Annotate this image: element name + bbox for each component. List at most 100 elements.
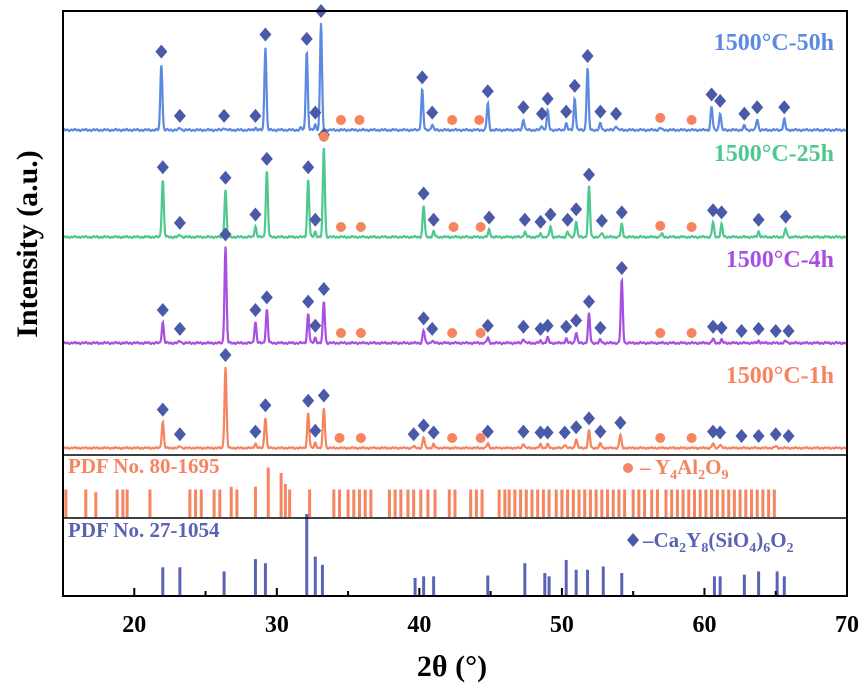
circle-marker — [447, 328, 458, 338]
diamond-marker — [309, 318, 322, 333]
circle-marker — [686, 433, 697, 443]
diamond-marker — [581, 48, 594, 63]
diamond-marker — [155, 44, 168, 59]
circle-marker — [475, 328, 486, 338]
x-tick-label: 60 — [692, 612, 716, 638]
series-label-4: 1500°C-1h — [726, 363, 834, 389]
series-line-4 — [62, 367, 848, 451]
diamond-marker — [561, 212, 574, 227]
series-label-3: 1500°C-4h — [726, 247, 834, 273]
diamond-marker — [535, 106, 548, 121]
diamond-marker — [481, 84, 494, 99]
series-layer — [62, 23, 848, 451]
circle-marker — [334, 433, 345, 443]
diamond-marker — [302, 393, 315, 408]
diamond-marker — [219, 348, 232, 363]
diamond-marker — [582, 411, 595, 426]
diamond-marker — [735, 429, 748, 443]
circle-marker — [655, 433, 666, 443]
diamond-marker — [416, 70, 429, 85]
diamond-marker — [594, 104, 607, 119]
diamond-marker — [534, 214, 547, 229]
diamond-marker — [417, 186, 430, 201]
diamond-marker — [309, 105, 322, 120]
diamond-marker — [615, 205, 628, 220]
series-line-3 — [62, 246, 848, 346]
diamond-marker — [534, 425, 547, 440]
series-line-2 — [62, 147, 848, 240]
y-axis-label: Intensity (a.u.) — [11, 150, 44, 338]
diamond-marker — [173, 427, 186, 442]
circle-marker — [474, 115, 485, 125]
markers-layer — [155, 3, 795, 443]
diamond-marker — [407, 427, 420, 442]
diamond-marker — [782, 429, 795, 443]
diamond-marker — [218, 108, 231, 123]
legend-y4al2o9: – Y4Al2O9 — [639, 455, 728, 483]
diamond-marker — [541, 91, 554, 106]
diamond-marker — [582, 294, 595, 309]
circle-marker — [318, 131, 329, 142]
diamond-marker — [707, 424, 720, 439]
diamond-marker — [427, 425, 440, 440]
circle-marker — [355, 433, 366, 443]
labels-layer: 1500°C-50h 1500°C-25h 1500°C-4h 1500°C-1h PD… — [68, 30, 834, 556]
diamond-marker — [302, 294, 315, 309]
diamond-marker — [752, 212, 765, 227]
diamond-marker — [260, 151, 273, 166]
diamond-marker — [751, 100, 764, 115]
diamond-marker — [752, 429, 765, 443]
x-axis-label: 2θ (°) — [417, 650, 487, 683]
legend-diamond-icon — [627, 533, 639, 547]
diamond-marker — [560, 104, 573, 119]
diamond-marker — [219, 227, 232, 242]
diamond-marker — [517, 424, 530, 439]
diamond-marker — [570, 420, 583, 435]
diamond-marker — [417, 311, 430, 326]
diamond-marker — [582, 167, 595, 182]
x-tick-label: 70 — [835, 612, 859, 638]
diamond-marker — [249, 207, 262, 222]
diamond-marker — [156, 303, 169, 317]
circle-marker — [335, 328, 346, 338]
diamond-marker — [517, 100, 530, 115]
diamond-marker — [302, 160, 315, 175]
diamond-marker — [558, 425, 571, 440]
diamond-marker — [782, 323, 795, 338]
diamond-marker — [427, 212, 440, 227]
diamond-marker — [426, 321, 439, 336]
x-tick-label: 20 — [122, 612, 146, 638]
diamond-marker — [769, 324, 782, 338]
legend-ca2y8: –Ca2Y8(SiO4)6O2 — [642, 528, 794, 556]
circle-marker — [355, 328, 366, 338]
diamond-marker — [614, 415, 627, 430]
diamond-marker — [541, 425, 554, 440]
axes-layer: 20 30 40 50 60 70 — [62, 10, 859, 638]
diamond-marker — [570, 313, 583, 328]
diamond-marker — [317, 388, 330, 403]
diamond-marker — [173, 108, 186, 123]
diamond-marker — [173, 215, 186, 230]
diamond-marker — [738, 106, 751, 121]
series-label-1: 1500°C-50h — [714, 30, 834, 56]
circle-marker — [686, 115, 697, 125]
diamond-marker — [735, 324, 748, 338]
reference-layer — [64, 467, 786, 596]
circle-marker — [655, 112, 666, 123]
diamond-marker — [219, 170, 232, 185]
diamond-marker — [560, 319, 573, 334]
circle-marker — [355, 222, 366, 232]
diamond-marker — [594, 424, 607, 439]
legend-circle-icon — [623, 463, 633, 473]
diamond-marker — [705, 87, 718, 102]
diamond-marker — [156, 160, 169, 175]
circle-marker — [335, 222, 346, 232]
diamond-marker — [156, 402, 169, 417]
diamond-marker — [594, 320, 607, 335]
diamond-marker — [483, 210, 496, 225]
circle-marker — [354, 115, 365, 125]
diamond-marker — [173, 321, 186, 336]
plot-frame — [62, 10, 848, 597]
diamond-marker — [779, 209, 792, 224]
